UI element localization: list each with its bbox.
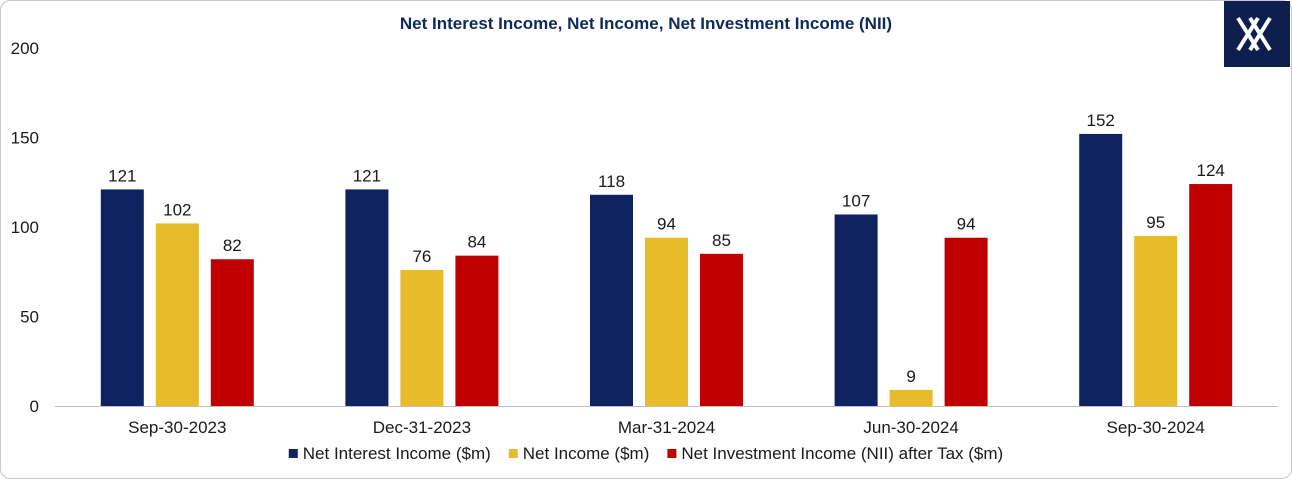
data-label: 102 bbox=[163, 200, 191, 219]
data-label: 94 bbox=[657, 215, 676, 234]
bar bbox=[1189, 184, 1233, 406]
x-category-label: Sep-30-2024 bbox=[1107, 418, 1205, 437]
bar bbox=[345, 189, 389, 406]
data-label: 118 bbox=[598, 172, 625, 191]
y-tick-label: 100 bbox=[11, 218, 39, 237]
bar bbox=[700, 253, 743, 406]
data-label: 94 bbox=[957, 215, 976, 234]
data-label: 84 bbox=[467, 233, 486, 252]
bar bbox=[834, 214, 878, 406]
legend-label: Net Interest Income ($m) bbox=[303, 444, 491, 463]
x-category-label: Jun-30-2024 bbox=[863, 418, 958, 437]
data-label: 121 bbox=[353, 166, 381, 185]
legend-swatch bbox=[508, 449, 518, 458]
data-label: 82 bbox=[223, 236, 242, 255]
y-tick-label: 200 bbox=[11, 39, 39, 58]
bar bbox=[210, 259, 254, 406]
data-label: 85 bbox=[712, 231, 731, 250]
y-tick-label: 0 bbox=[30, 397, 39, 416]
data-label: 152 bbox=[1087, 111, 1115, 130]
data-label: 95 bbox=[1146, 213, 1165, 232]
data-label: 121 bbox=[108, 166, 136, 185]
data-label: 76 bbox=[412, 247, 431, 266]
x-category-label: Sep-30-2023 bbox=[128, 418, 226, 437]
data-label: 9 bbox=[906, 367, 915, 386]
bar bbox=[155, 223, 199, 406]
legend-label: Net Income ($m) bbox=[523, 444, 650, 463]
bar bbox=[590, 194, 633, 406]
bar bbox=[645, 237, 688, 406]
x-category-label: Mar-31-2024 bbox=[618, 418, 715, 437]
legend-swatch bbox=[667, 449, 677, 458]
bar bbox=[1079, 133, 1123, 407]
legend-label: Net Investment Income (NII) after Tax ($… bbox=[681, 444, 1003, 463]
chart-title: Net Interest Income, Net Income, Net Inv… bbox=[400, 14, 892, 33]
data-label: 107 bbox=[842, 191, 870, 210]
bar bbox=[400, 269, 444, 406]
bar bbox=[100, 189, 144, 406]
bar bbox=[455, 255, 499, 406]
legend-swatch bbox=[288, 449, 298, 458]
y-tick-label: 50 bbox=[20, 308, 39, 327]
bar bbox=[889, 389, 933, 406]
x-logo-icon bbox=[1224, 1, 1290, 67]
bar bbox=[1134, 235, 1178, 406]
x-category-label: Dec-31-2023 bbox=[373, 418, 471, 437]
bar bbox=[944, 237, 988, 406]
y-tick-label: 150 bbox=[11, 129, 39, 148]
data-label: 124 bbox=[1197, 161, 1225, 180]
